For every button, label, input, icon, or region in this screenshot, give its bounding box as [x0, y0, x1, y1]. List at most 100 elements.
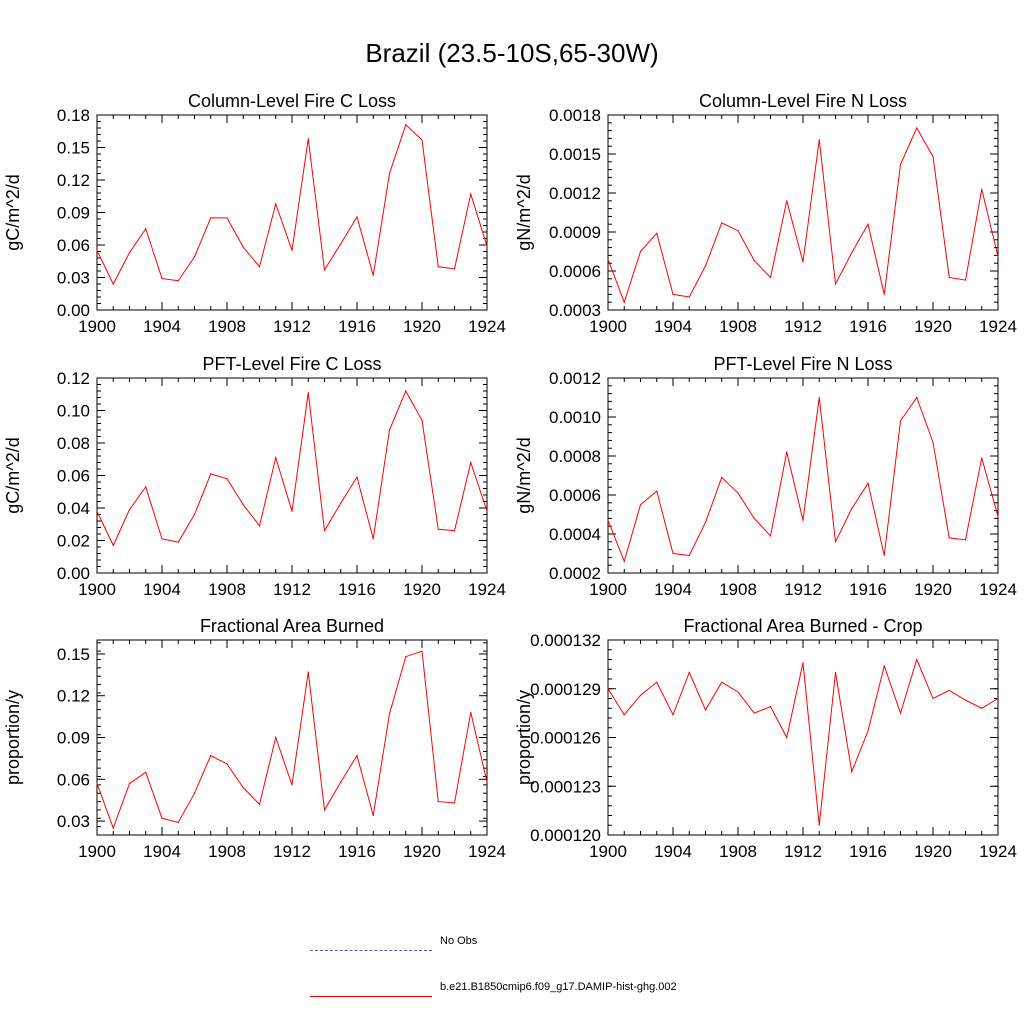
y-tick-label: 0.15 — [57, 645, 90, 664]
y-tick-label: 0.0010 — [549, 408, 601, 427]
y-tick-label: 0.03 — [57, 812, 90, 831]
x-tick-label: 1916 — [338, 317, 376, 336]
data-point — [721, 681, 723, 683]
data-point — [786, 200, 788, 202]
data-point — [769, 706, 772, 708]
data-point — [177, 821, 179, 824]
data-point — [486, 781, 488, 783]
data-point — [672, 714, 674, 716]
figure-title: Brazil (23.5-10S,65-30W) — [365, 38, 659, 68]
y-tick-label: 0.0002 — [549, 564, 601, 583]
x-tick-label: 1900 — [78, 580, 116, 599]
y-tick-label: 0.0012 — [549, 184, 601, 203]
x-tick-label: 1904 — [143, 842, 181, 861]
data-point — [291, 784, 293, 786]
x-tick-label: 1908 — [719, 317, 757, 336]
data-point — [802, 519, 804, 521]
data-point — [470, 711, 472, 714]
x-tick-label: 1924 — [979, 580, 1017, 599]
x-tick-label: 1904 — [143, 317, 181, 336]
panel-1: 1900 1904 1908 1912 1916 1920 1924 0.00 0.03 0.06… — [3, 91, 506, 336]
y-axis-label: gC/m^2/d — [3, 437, 23, 513]
legend-item-no-obs: No Obs — [310, 935, 730, 958]
data-point — [737, 492, 739, 494]
x-tick-label: 1908 — [719, 842, 757, 861]
data-point — [226, 478, 228, 480]
data-point — [307, 671, 309, 673]
x-tick-label: 1900 — [589, 317, 627, 336]
x-tick-label: 1916 — [849, 580, 887, 599]
data-point — [275, 203, 277, 205]
data-point — [948, 689, 950, 691]
data-point — [307, 392, 309, 394]
x-tick-label: 1920 — [914, 317, 952, 336]
data-point — [356, 755, 358, 757]
panel-3: 1900 1904 1908 1912 1916 1920 1924 0.00 0.02 0.04… — [3, 354, 506, 599]
data-point — [932, 697, 934, 700]
data-point — [421, 650, 423, 652]
data-point — [948, 276, 950, 279]
data-point — [128, 509, 131, 511]
data-point — [981, 188, 983, 190]
x-tick-label: 1900 — [78, 317, 116, 336]
data-point — [607, 688, 609, 690]
data-point — [145, 486, 147, 488]
y-tick-label: 0.06 — [57, 467, 90, 486]
y-axis-label: proportion/y — [514, 690, 534, 785]
series-line — [96, 389, 488, 547]
x-tick-label: 1916 — [338, 842, 376, 861]
data-point — [688, 554, 690, 557]
legend-swatch-dashed — [310, 950, 432, 951]
y-tick-label: 0.03 — [57, 269, 90, 288]
data-point — [470, 193, 472, 195]
data-point — [721, 476, 723, 479]
data-point — [258, 803, 261, 805]
series-line — [96, 123, 488, 286]
data-point — [291, 249, 293, 252]
data-point — [964, 539, 967, 541]
data-point — [112, 544, 114, 546]
data-point — [128, 251, 131, 254]
data-point — [340, 243, 342, 245]
x-tick-label: 1920 — [914, 580, 952, 599]
data-point — [226, 763, 228, 765]
data-point — [145, 771, 147, 773]
data-point — [388, 429, 391, 431]
y-tick-label: 0.00 — [57, 564, 90, 583]
y-tick-label: 0.10 — [57, 402, 90, 421]
x-tick-label: 1916 — [849, 317, 887, 336]
data-point — [623, 560, 625, 562]
data-point — [688, 671, 690, 674]
y-axis-label: proportion/y — [3, 690, 23, 785]
x-tick-label: 1908 — [208, 580, 246, 599]
y-tick-label: 0.06 — [57, 770, 90, 789]
data-point — [470, 461, 472, 464]
legend-label-no-obs: No Obs — [440, 935, 478, 947]
data-point — [323, 530, 326, 532]
x-tick-label: 1920 — [403, 842, 441, 861]
data-point — [356, 216, 358, 218]
data-point — [128, 782, 131, 785]
data-point — [737, 691, 739, 693]
legend-item-model: b.e21.B1850cmip6.f09_g17.DAMIP-hist-ghg.… — [310, 981, 730, 1004]
data-point — [193, 792, 196, 794]
x-tick-label: 1908 — [719, 580, 757, 599]
x-tick-label: 1920 — [403, 580, 441, 599]
data-point — [867, 223, 869, 225]
panel-title: Fractional Area Burned — [200, 616, 384, 636]
x-tick-label: 1916 — [338, 580, 376, 599]
y-tick-label: 0.18 — [57, 106, 90, 125]
data-point — [656, 232, 658, 234]
y-tick-label: 0.06 — [57, 236, 90, 255]
y-tick-label: 0.12 — [57, 171, 90, 190]
data-point — [405, 390, 407, 392]
x-tick-label: 1924 — [979, 842, 1017, 861]
data-point — [769, 276, 772, 279]
data-point — [656, 681, 658, 683]
data-point — [145, 228, 147, 230]
data-point — [834, 283, 837, 285]
data-point — [948, 537, 950, 539]
data-point — [964, 699, 967, 701]
data-point — [932, 441, 934, 443]
data-point — [258, 525, 261, 527]
